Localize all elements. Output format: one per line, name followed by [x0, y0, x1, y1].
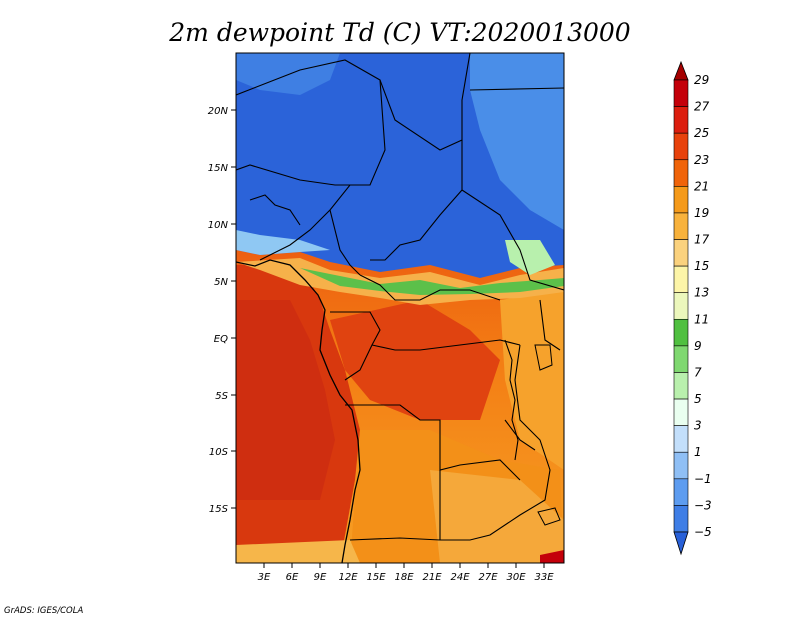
colorbar-swatch	[673, 292, 689, 320]
lon-tick-label: 12E	[338, 572, 358, 583]
colorbar: 29 27 25 23 21 19 17 15 13 11 9 7 5 3 1 −1 −3 −5	[673, 60, 712, 556]
lat-tick-label: 10N	[208, 220, 229, 231]
colorbar-swatch	[673, 186, 689, 214]
border-line	[504, 419, 536, 451]
colorbar-label: 5	[694, 392, 702, 406]
sahel-light-band	[236, 230, 330, 255]
colorbar-swatch	[673, 425, 689, 453]
border-line	[349, 537, 441, 541]
colorbar-label: 17	[694, 233, 710, 247]
lat-tick-label: EQ	[214, 334, 228, 345]
northeast-dry-region	[470, 53, 564, 230]
colorbar-label: 29	[694, 73, 709, 87]
colorbar-swatch	[673, 505, 689, 533]
colorbar-min-arrow	[673, 531, 689, 556]
ocean-moist-band	[236, 300, 335, 500]
colorbar-swatch	[673, 212, 689, 240]
colorbar-swatch	[673, 345, 689, 373]
colorbar-label: 25	[694, 126, 709, 140]
colorbar-swatch	[673, 398, 689, 426]
lon-tick-label: 24E	[450, 572, 470, 583]
lon-tick-label: 33E	[534, 572, 554, 583]
colorbar-swatch	[673, 239, 689, 267]
colorbar-swatch	[673, 159, 689, 187]
colorbar-label: 23	[694, 153, 709, 167]
colorbar-label: 27	[694, 100, 710, 114]
light-moist-patch	[505, 240, 555, 275]
map-title: 2m dewpoint Td (C) VT:2020013000	[168, 18, 631, 47]
border-line	[539, 299, 561, 351]
border-line	[236, 164, 350, 186]
lon-tick-label: 18E	[394, 572, 414, 583]
dewpoint-field	[236, 53, 564, 563]
lon-tick-label: 15E	[366, 572, 386, 583]
lake-outline	[504, 339, 519, 461]
grads-credit: GrADS: IGES/COLA	[4, 606, 83, 616]
latitude-axis: 20N 15N 10N 5N EQ 5S 10S 15S	[208, 106, 236, 515]
lon-tick-label: 30E	[506, 572, 526, 583]
border-line	[359, 274, 501, 301]
border-line	[236, 59, 386, 261]
border-line	[440, 344, 551, 541]
colorbar-label: 19	[694, 206, 709, 220]
colorbar-label: −5	[694, 525, 712, 539]
longitude-axis: 3E 6E 9E 12E 15E 18E 21E 24E 27E 30E 33E	[258, 563, 554, 583]
congo-basin-region	[330, 300, 500, 420]
colorbar-swatch	[673, 79, 689, 107]
border-line	[371, 339, 521, 351]
lon-tick-label: 3E	[258, 572, 271, 583]
colorbar-label: −3	[694, 498, 712, 512]
lake-malawi-outline	[537, 507, 561, 526]
colorbar-swatch	[673, 451, 689, 480]
lake-victoria-outline	[534, 344, 553, 371]
colorbar-label: 11	[694, 312, 709, 326]
colorbar-label: 21	[694, 179, 709, 193]
colorbar-swatch	[673, 132, 689, 161]
lat-tick-label: 15S	[209, 504, 229, 515]
colorbar-swatch	[673, 106, 689, 134]
lon-tick-label: 21E	[422, 572, 442, 583]
lon-tick-label: 9E	[314, 572, 327, 583]
colorbar-label: 13	[694, 286, 709, 300]
colorbar-swatch	[673, 372, 689, 400]
colorbar-label: 9	[694, 339, 702, 353]
colorbar-swatch	[673, 265, 689, 294]
map-frame	[235, 52, 565, 564]
colorbar-swatch	[673, 478, 689, 506]
border-line	[461, 189, 564, 291]
lat-tick-label: 15N	[208, 163, 229, 174]
lat-tick-label: 5S	[215, 391, 228, 402]
country-borders	[236, 53, 564, 541]
border-line	[330, 311, 381, 381]
colorbar-label: 3	[694, 419, 702, 433]
border-line	[249, 194, 301, 226]
border-line	[379, 53, 471, 151]
lat-tick-label: 20N	[208, 106, 229, 117]
lat-tick-label: 5N	[214, 277, 228, 288]
border-line	[329, 209, 361, 276]
colorbar-label: 1	[694, 445, 702, 459]
border-line	[345, 404, 521, 481]
east-highlands-region	[500, 290, 564, 470]
green-transition-band	[300, 268, 564, 295]
lat-tick-label: 10S	[209, 447, 229, 458]
colorbar-label: 15	[694, 259, 709, 273]
southeast-hot-spot	[540, 550, 564, 563]
lon-tick-label: 27E	[478, 572, 498, 583]
colorbar-max-arrow	[673, 60, 689, 81]
colorbar-label: 7	[694, 365, 702, 379]
coastline	[236, 259, 361, 563]
southwest-dry-region	[236, 540, 360, 563]
colorbar-label: −1	[694, 472, 712, 486]
border-line	[469, 87, 564, 91]
lon-tick-label: 6E	[286, 572, 299, 583]
colorbar-swatch	[673, 318, 689, 347]
